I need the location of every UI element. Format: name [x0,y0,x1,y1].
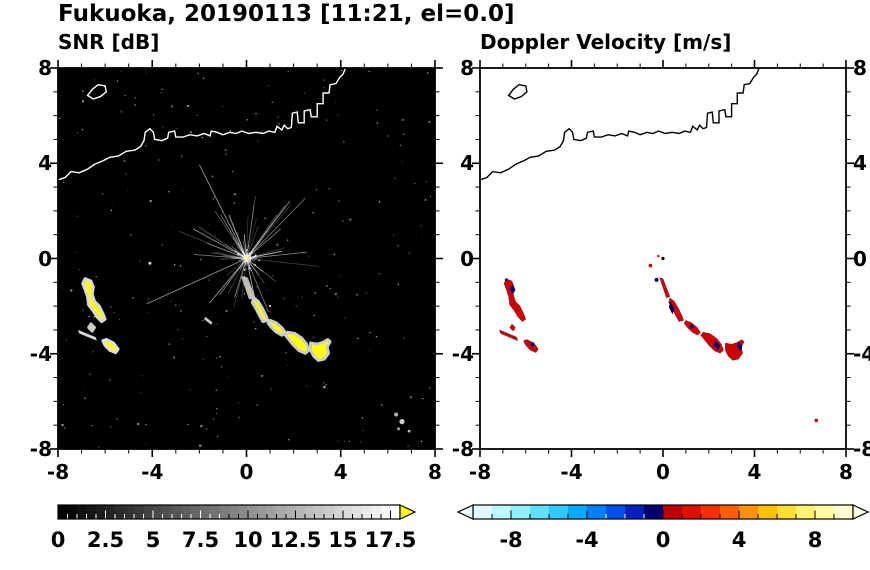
coastline [480,68,760,181]
snr-colorbar-over-arrow [399,504,417,520]
snr-ytick-label: 4 [38,151,52,176]
vel-ytick-label: -4 [451,341,474,366]
snr-ytick-label: -8 [29,437,52,461]
snr-xtick-label: -4 [141,460,164,484]
vel-colorbar-tick-label: 4 [731,528,747,552]
vel-ytick-label-right: -8 [853,437,870,461]
echo-velocity-negative [530,342,535,347]
coastline [58,68,347,181]
echo-snr [87,322,96,333]
vel-colorbar-over-arrow [852,504,870,520]
vel-ytick-label-right: 0 [853,246,867,271]
vel-ytick-label: 4 [460,151,474,176]
vel-ytick-label: 8 [460,56,474,80]
echo-snr [250,296,270,324]
snr-colorbar-tick-label: 2.5 [86,528,125,552]
echo-velocity-mark [657,254,660,258]
snr-colorbar-tick-label: 7.5 [181,528,220,552]
vel-ytick-label: -8 [451,437,474,461]
vel-content [480,68,819,423]
echo-snr-mark [399,419,405,425]
snr-colorbar [57,504,417,520]
vel-colorbar-tick-label: -4 [575,528,599,552]
snr-content [58,68,435,449]
snr-colorbar-tick-label: 5 [145,528,161,552]
snr-ytick-label: 8 [38,56,52,80]
vel-colorbar-tick-label: 8 [807,528,823,552]
vel-colorbar-under-arrow [456,504,474,520]
figure-title: Fukuoka, 20190113 [11:21, el=0.0] [58,1,515,27]
echo-velocity-negative [668,301,675,315]
echo-snr-mark [204,316,213,325]
snr-colorbar-tick-label: 17.5 [364,528,417,552]
echo-snr [101,338,120,355]
snr-ytick-label: -4 [29,341,52,366]
vel-panel-title: Doppler Velocity [m/s] [480,30,732,54]
echo-snr [81,277,107,324]
snr-xtick-label: 8 [428,460,442,484]
snr-colorbar-tick-label: 15 [328,528,358,552]
vel-ytick-label-right: -4 [853,341,870,366]
snr-colorbar-tick-label: 10 [233,528,263,552]
vel-colorbar [456,504,870,520]
vel-ytick-label-right: 8 [853,56,867,80]
snr-panel-title: SNR [dB] [58,30,160,54]
island-outline [86,83,108,100]
island-outline [507,83,528,100]
snr-ytick-label: 0 [38,246,52,271]
echo-velocity-mark [814,418,819,423]
snr-colorbar-tick-label: 12.5 [269,528,322,552]
vel-xtick-label: 0 [656,460,670,484]
vel-xtick-label: -4 [560,460,583,484]
echo-velocity-negative [689,324,694,329]
vel-xtick-label: 4 [747,460,762,484]
echo-velocity-negative [713,340,721,351]
snr-xtick-label: -8 [46,460,70,484]
snr-xtick-label: 0 [239,460,254,484]
echo-snr-mark [407,429,411,433]
echo-velocity [499,329,519,342]
echo-velocity [659,277,671,299]
echo-snr [309,338,332,362]
snr-colorbar-tick-label: 0 [50,528,66,552]
vel-colorbar-tick-label: 0 [655,528,671,552]
echo-velocity-negative [504,278,508,282]
echo-velocity-negative [654,277,659,282]
vel-ytick-label-right: 4 [853,151,867,176]
vel-xtick-label: -8 [468,460,492,484]
echo-snr [283,330,311,355]
echo-snr [266,318,287,337]
echo-velocity [509,323,516,332]
echo-snr-mark [148,261,152,265]
echo-snr-mark [396,427,401,431]
snr-axis-ticks [50,60,443,457]
echo-snr-mark [244,256,249,261]
snr-xtick-label: 4 [333,460,348,484]
echo-velocity-mark [661,256,665,261]
echo-velocity-mark [648,263,653,268]
echo-snr [78,329,97,341]
vel-axis-ticks [472,60,854,457]
vel-ytick-label: 0 [460,246,474,271]
echo-velocity-negative [736,341,743,352]
echo-velocity-negative [509,284,516,295]
vel-xtick-label: 8 [839,460,853,484]
vel-colorbar-tick-label: -8 [499,528,523,552]
echo-snr-mark [394,412,399,417]
